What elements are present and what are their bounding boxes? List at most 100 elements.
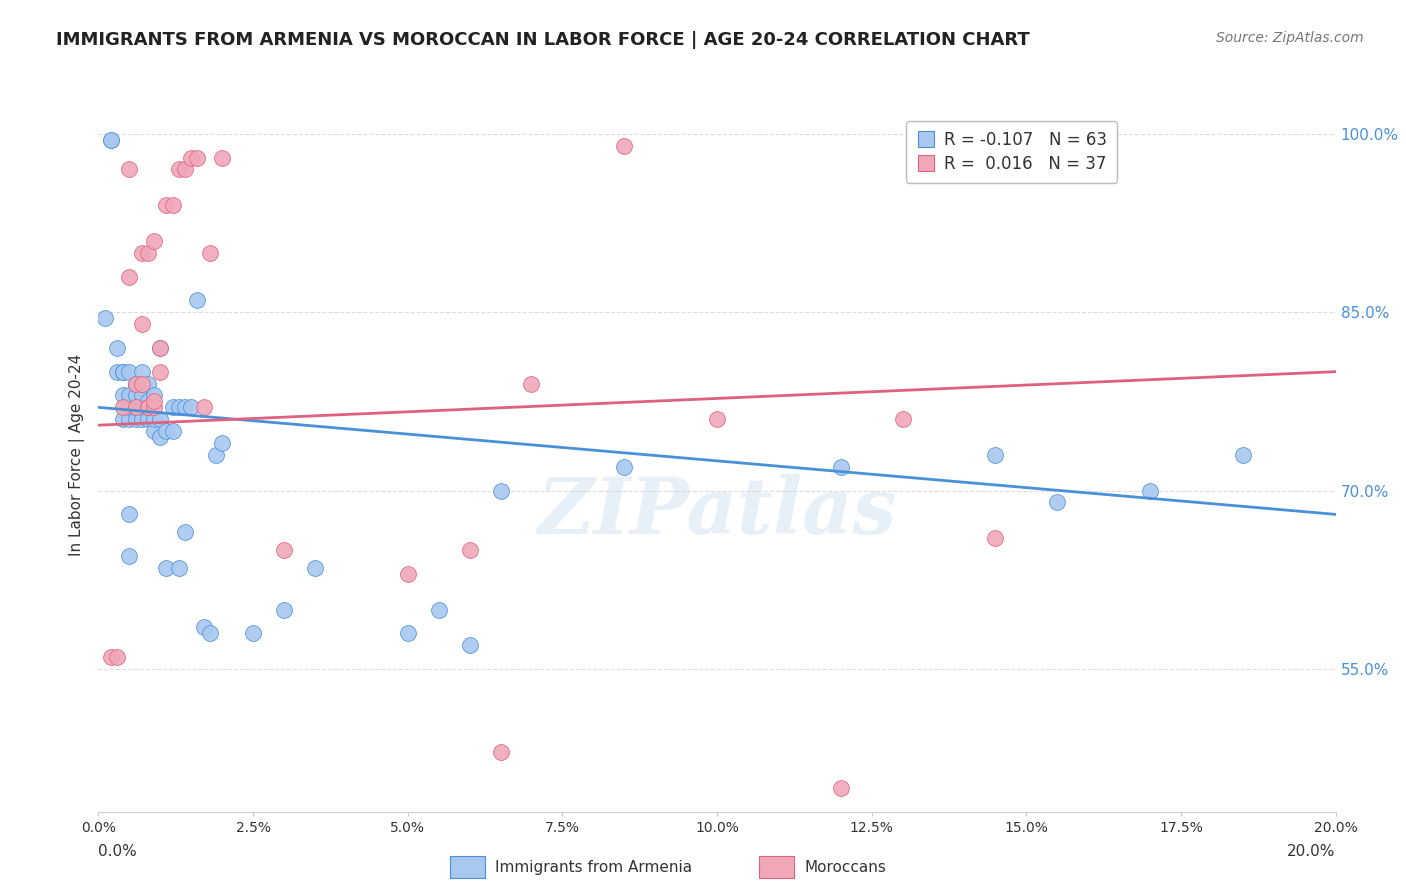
Point: [112, 365, 135, 379]
Point: [396, 626, 419, 640]
Text: IMMIGRANTS FROM ARMENIA VS MOROCCAN IN LABOR FORCE | AGE 20-24 CORRELATION CHART: IMMIGRANTS FROM ARMENIA VS MOROCCAN IN L…: [56, 31, 1031, 49]
Point: [304, 561, 326, 575]
Point: [458, 543, 481, 558]
Point: [186, 151, 208, 165]
Point: [112, 401, 135, 415]
Point: [180, 401, 202, 415]
Text: Immigrants from Armenia: Immigrants from Armenia: [495, 860, 692, 874]
Point: [136, 401, 159, 415]
Point: [131, 245, 153, 260]
Point: [155, 198, 177, 212]
Point: [93, 311, 115, 326]
Point: [143, 234, 166, 248]
Point: [124, 376, 146, 391]
Point: [136, 376, 159, 391]
Point: [118, 269, 141, 284]
Point: [124, 401, 146, 415]
Point: [124, 401, 146, 415]
Point: [155, 424, 177, 438]
Point: [124, 401, 146, 415]
Point: [118, 388, 141, 402]
Point: [118, 549, 141, 563]
Point: [105, 365, 128, 379]
Text: ZIPatlas: ZIPatlas: [537, 474, 897, 550]
Point: [136, 401, 159, 415]
Point: [193, 401, 215, 415]
Point: [143, 412, 166, 426]
Text: Source: ZipAtlas.com: Source: ZipAtlas.com: [1216, 31, 1364, 45]
Point: [124, 412, 146, 426]
Point: [149, 341, 172, 355]
Text: 0.0%: 0.0%: [98, 845, 138, 859]
Point: [136, 401, 159, 415]
Point: [136, 412, 159, 426]
Point: [131, 401, 153, 415]
Point: [396, 566, 419, 581]
Point: [131, 317, 153, 331]
Point: [180, 151, 202, 165]
Point: [136, 245, 159, 260]
Point: [830, 780, 852, 795]
Point: [155, 561, 177, 575]
Text: 20.0%: 20.0%: [1288, 845, 1336, 859]
Point: [193, 620, 215, 634]
Point: [984, 448, 1007, 462]
Point: [143, 394, 166, 409]
Point: [149, 430, 172, 444]
Point: [211, 151, 233, 165]
Point: [131, 365, 153, 379]
Point: [167, 401, 190, 415]
Point: [198, 245, 221, 260]
Point: [118, 162, 141, 177]
Point: [112, 412, 135, 426]
Point: [174, 401, 197, 415]
Point: [136, 394, 159, 409]
Point: [205, 448, 228, 462]
Point: [706, 412, 728, 426]
Point: [131, 376, 153, 391]
Point: [100, 133, 122, 147]
Point: [984, 531, 1007, 545]
Y-axis label: In Labor Force | Age 20-24: In Labor Force | Age 20-24: [69, 354, 84, 556]
Point: [174, 162, 197, 177]
Point: [149, 412, 172, 426]
Point: [489, 745, 512, 759]
Point: [211, 436, 233, 450]
Point: [613, 459, 636, 474]
Point: [118, 508, 141, 522]
Point: [186, 293, 208, 308]
Point: [891, 412, 914, 426]
Point: [112, 365, 135, 379]
Point: [124, 388, 146, 402]
Point: [100, 650, 122, 665]
Point: [1232, 448, 1254, 462]
Point: [149, 341, 172, 355]
Point: [118, 365, 141, 379]
Point: [458, 638, 481, 652]
Point: [167, 561, 190, 575]
Point: [143, 401, 166, 415]
Point: [427, 602, 450, 616]
Point: [143, 424, 166, 438]
Point: [167, 162, 190, 177]
Legend: R = -0.107   N = 63, R =  0.016   N = 37: R = -0.107 N = 63, R = 0.016 N = 37: [905, 120, 1116, 183]
Point: [273, 543, 295, 558]
Point: [118, 401, 141, 415]
Point: [131, 412, 153, 426]
Point: [162, 424, 184, 438]
Point: [131, 376, 153, 391]
Point: [124, 376, 146, 391]
Point: [1139, 483, 1161, 498]
Point: [112, 388, 135, 402]
Point: [242, 626, 264, 640]
Point: [112, 365, 135, 379]
Point: [174, 525, 197, 540]
Point: [613, 138, 636, 153]
Point: [105, 341, 128, 355]
Point: [105, 650, 128, 665]
Point: [149, 365, 172, 379]
Point: [1046, 495, 1069, 509]
Point: [198, 626, 221, 640]
Point: [162, 401, 184, 415]
Point: [143, 388, 166, 402]
